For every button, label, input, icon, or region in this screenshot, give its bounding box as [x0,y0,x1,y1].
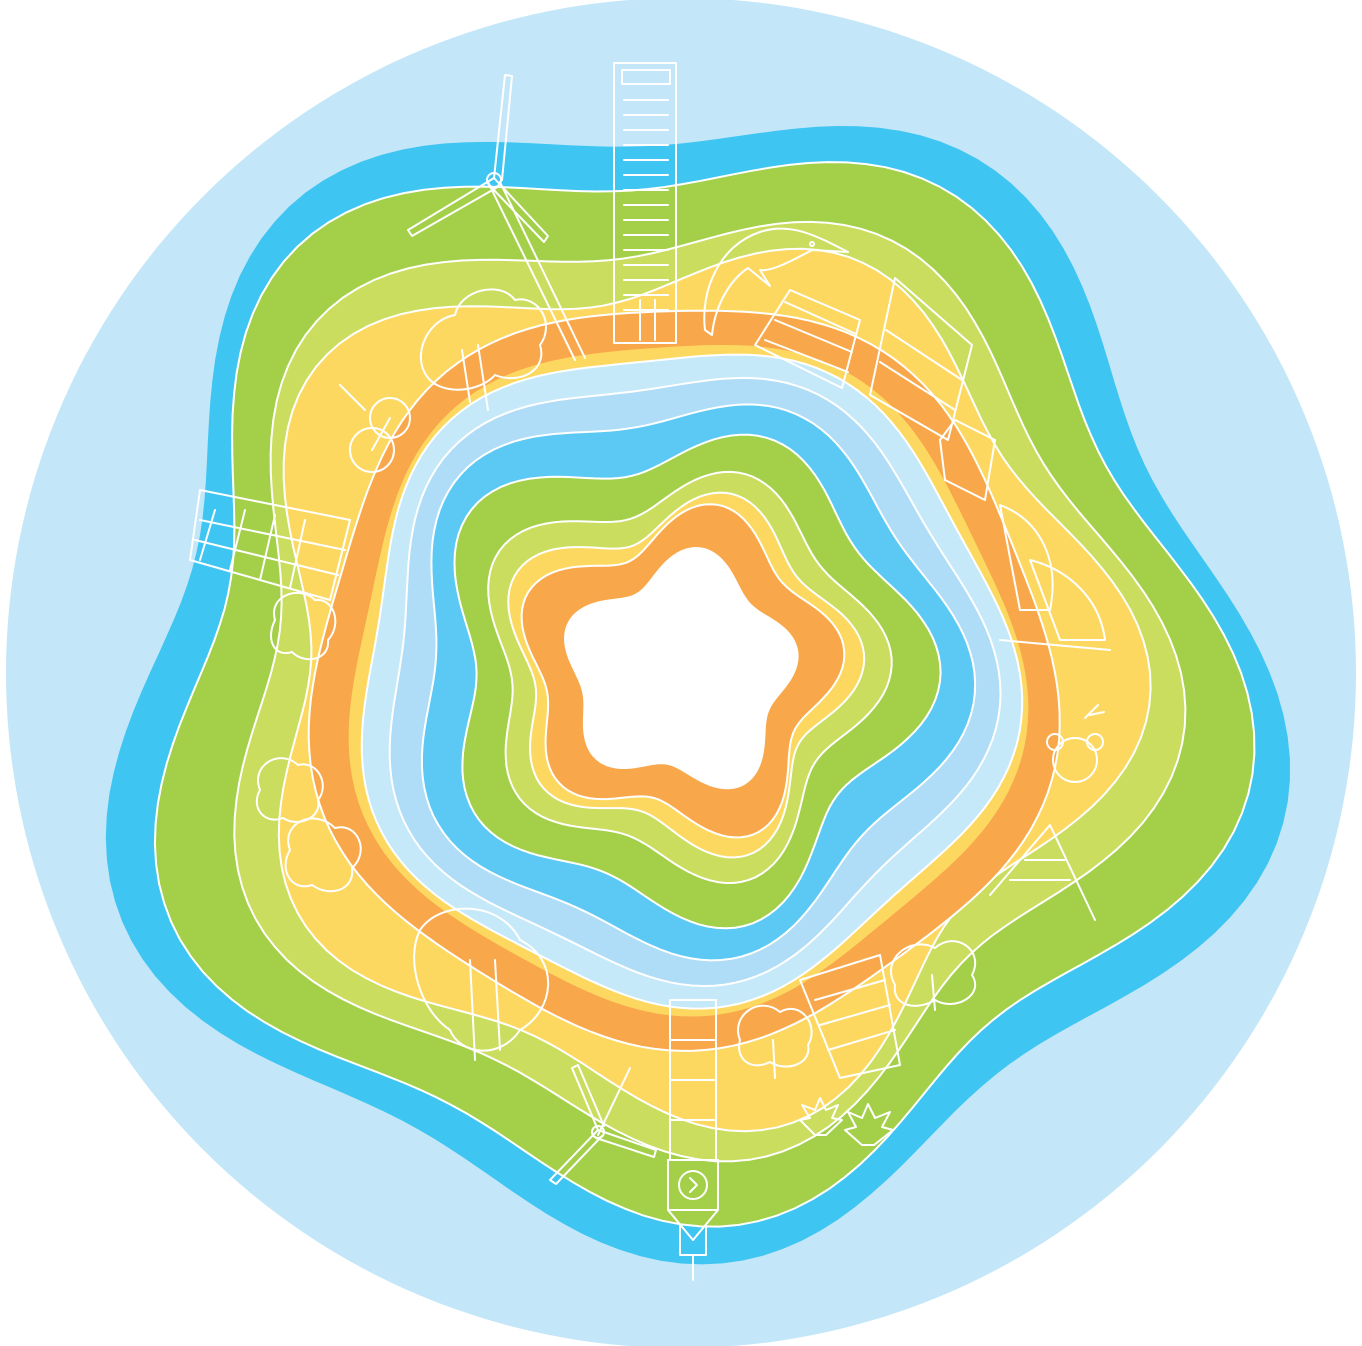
koala-icon [1046,704,1105,783]
dolphin-icon [703,227,849,336]
tree-icon [255,591,362,893]
maple-leaf-icon [799,1097,894,1146]
tree-icon [413,907,550,1061]
skyscraper-icon [613,62,677,344]
ring-layers [105,126,1290,1265]
building-icon [799,954,901,1079]
wind-turbine-icon [549,1064,657,1185]
tree-icon [890,940,977,1011]
bicycle-icon [339,384,411,473]
wind-turbine-icon [407,74,586,361]
building-icon [754,277,996,501]
eiffel-tower-icon [989,824,1096,921]
line-art-layer [189,62,1111,1281]
building-icon [189,489,351,601]
tree-icon [737,1004,813,1079]
opera-house-icon [999,504,1111,651]
ring-center [564,547,799,790]
tree-icon [420,288,547,411]
clock-tower-icon [667,999,719,1281]
